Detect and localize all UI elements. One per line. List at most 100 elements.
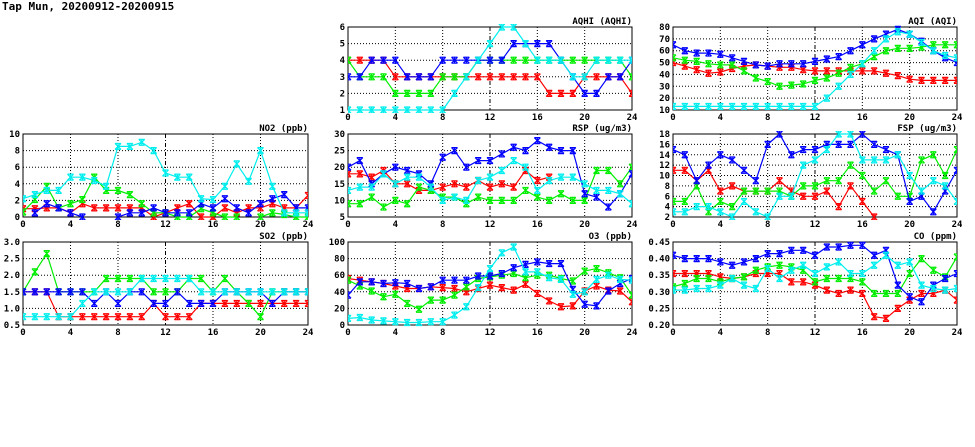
data-point-marker [557,303,565,311]
y-tick-label: 3 [340,73,345,83]
data-point-marker [557,259,565,268]
x-tick-label: 0 [670,220,675,230]
data-point-marker [628,298,632,306]
data-point-marker [799,246,807,254]
data-point-marker [197,195,205,203]
chart-title: FSP (ug/m3) [897,124,957,134]
y-tick-label: 1.5 [4,288,20,298]
data-point-marker [929,177,937,185]
data-point-marker [510,143,518,151]
data-point-marker [716,61,724,69]
data-point-marker [728,54,736,62]
data-point-marker [693,284,701,293]
data-point-marker [486,173,494,181]
x-tick-label: 20 [255,328,266,338]
data-point-marker [929,47,937,55]
data-point-marker [799,145,807,154]
data-point-marker [787,246,795,254]
data-point-marker [569,277,577,285]
y-tick-label: 12 [659,161,670,171]
data-point-marker [67,200,74,208]
x-tick-label: 12 [160,220,171,230]
data-point-marker [462,196,470,204]
data-point-marker [257,213,264,220]
data-point-marker [185,200,193,208]
data-point-marker [498,196,506,204]
y-tick-label: 8 [665,182,670,192]
data-point-marker [486,281,494,289]
data-point-marker [67,313,74,321]
data-point-marker [776,261,783,269]
data-point-marker [427,106,435,113]
data-point-marker [292,288,300,296]
data-point-marker [693,203,701,211]
data-point-marker [728,156,736,164]
data-point-marker [918,255,925,263]
data-point-marker [522,56,529,64]
data-point-marker [391,196,399,204]
data-point-marker [882,251,890,259]
data-point-marker [380,73,387,81]
data-point-marker [776,250,783,258]
x-tick-label: 0 [345,328,350,338]
y-tick-label: 20 [659,94,670,104]
y-tick-label: 10 [659,106,670,116]
data-point-marker [593,186,600,195]
data-point-marker [268,299,276,308]
data-point-marker [776,192,783,200]
data-point-marker [752,61,760,69]
data-point-marker [776,102,783,111]
data-point-marker [474,156,482,165]
data-point-marker [498,269,506,278]
data-point-marker [811,145,819,154]
y-tick-label: 8 [15,147,20,157]
data-point-marker [581,89,589,97]
data-point-marker [728,261,736,269]
y-tick-label: 10 [334,196,345,206]
x-tick-label: 20 [904,328,915,338]
data-point-marker [474,193,482,201]
x-tick-label: 16 [532,220,543,230]
data-point-marker [593,302,600,310]
data-point-marker [681,47,689,55]
data-point-marker [498,249,506,257]
y-tick-label: 3.0 [4,238,20,248]
data-point-marker [870,251,878,259]
data-point-marker [764,264,772,273]
data-point-marker [581,73,589,81]
y-tick-label: 15 [334,180,345,190]
data-point-marker [740,57,748,65]
data-point-marker [439,284,447,292]
data-point-marker [486,40,494,48]
data-point-marker [894,281,902,289]
data-point-marker [705,203,712,211]
chart-title: CO (ppm) [914,232,957,242]
data-point-marker [716,281,724,289]
data-point-marker [498,73,506,81]
data-point-marker [55,288,63,296]
data-point-marker [787,60,795,68]
data-point-marker [380,279,387,288]
data-point-marker [462,276,470,284]
data-point-marker [835,53,843,61]
data-point-marker [474,176,482,185]
data-point-marker [391,318,399,326]
x-tick-label: 20 [904,220,915,230]
data-point-marker [173,173,181,181]
data-point-marker [604,73,612,81]
data-point-marker [870,289,878,298]
data-point-marker [510,73,518,81]
data-point-marker [403,73,411,81]
data-point-marker [90,204,98,212]
data-point-marker [823,67,831,75]
data-point-marker [126,142,134,151]
data-point-marker [245,288,253,296]
data-point-marker [569,147,577,155]
data-point-marker [705,255,712,263]
data-point-marker [593,166,600,175]
data-point-marker [752,74,760,82]
data-point-marker [847,70,854,79]
data-point-marker [368,287,376,295]
y-tick-label: 0.35 [648,271,670,281]
x-tick-label: 8 [765,220,770,230]
